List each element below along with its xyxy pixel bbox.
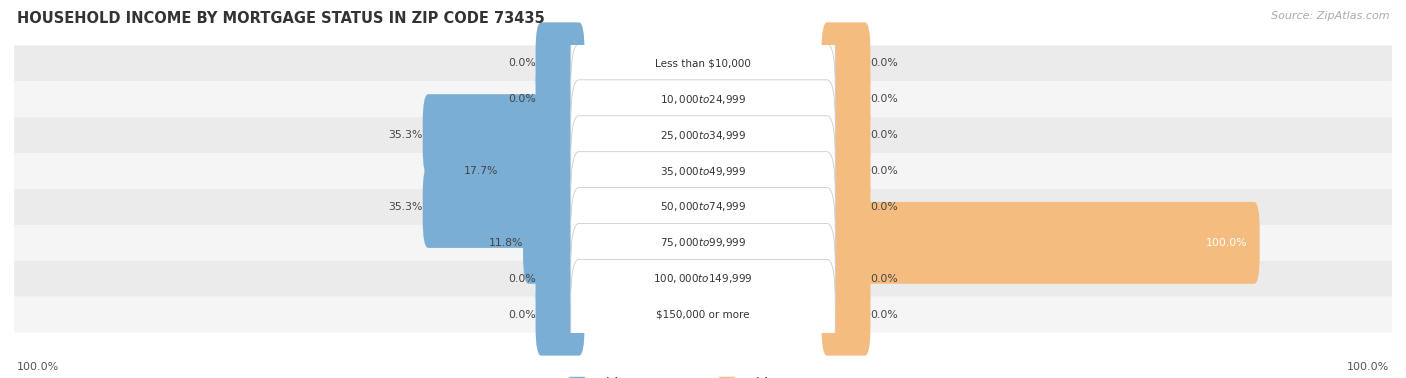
Text: $100,000 to $149,999: $100,000 to $149,999 — [654, 272, 752, 285]
Text: 0.0%: 0.0% — [870, 274, 898, 284]
FancyBboxPatch shape — [821, 94, 870, 176]
Text: 0.0%: 0.0% — [870, 310, 898, 320]
Text: 100.0%: 100.0% — [17, 362, 59, 372]
Text: $150,000 or more: $150,000 or more — [657, 310, 749, 320]
FancyBboxPatch shape — [571, 259, 835, 370]
Text: 0.0%: 0.0% — [508, 274, 536, 284]
Text: 0.0%: 0.0% — [870, 58, 898, 68]
Text: 0.0%: 0.0% — [508, 310, 536, 320]
Text: $25,000 to $34,999: $25,000 to $34,999 — [659, 129, 747, 142]
Text: 0.0%: 0.0% — [508, 94, 536, 104]
FancyBboxPatch shape — [423, 166, 585, 248]
FancyBboxPatch shape — [821, 202, 1260, 284]
Text: 0.0%: 0.0% — [870, 166, 898, 176]
Text: 35.3%: 35.3% — [388, 202, 423, 212]
Text: 100.0%: 100.0% — [1347, 362, 1389, 372]
FancyBboxPatch shape — [14, 117, 1392, 153]
FancyBboxPatch shape — [821, 58, 870, 140]
FancyBboxPatch shape — [536, 238, 585, 320]
FancyBboxPatch shape — [14, 297, 1392, 333]
Text: $75,000 to $99,999: $75,000 to $99,999 — [659, 236, 747, 249]
FancyBboxPatch shape — [821, 166, 870, 248]
FancyBboxPatch shape — [821, 274, 870, 356]
FancyBboxPatch shape — [423, 94, 585, 176]
FancyBboxPatch shape — [536, 58, 585, 140]
Text: 17.7%: 17.7% — [464, 166, 498, 176]
Text: 0.0%: 0.0% — [870, 202, 898, 212]
FancyBboxPatch shape — [571, 152, 835, 262]
Text: 0.0%: 0.0% — [508, 58, 536, 68]
Text: HOUSEHOLD INCOME BY MORTGAGE STATUS IN ZIP CODE 73435: HOUSEHOLD INCOME BY MORTGAGE STATUS IN Z… — [17, 11, 544, 26]
FancyBboxPatch shape — [498, 130, 585, 212]
FancyBboxPatch shape — [571, 116, 835, 226]
FancyBboxPatch shape — [14, 189, 1392, 225]
FancyBboxPatch shape — [821, 130, 870, 212]
FancyBboxPatch shape — [821, 238, 870, 320]
Text: 0.0%: 0.0% — [870, 130, 898, 140]
FancyBboxPatch shape — [571, 44, 835, 155]
FancyBboxPatch shape — [14, 81, 1392, 117]
FancyBboxPatch shape — [14, 261, 1392, 297]
Text: $35,000 to $49,999: $35,000 to $49,999 — [659, 164, 747, 178]
Text: 35.3%: 35.3% — [388, 130, 423, 140]
Text: $10,000 to $24,999: $10,000 to $24,999 — [659, 93, 747, 106]
FancyBboxPatch shape — [571, 223, 835, 334]
FancyBboxPatch shape — [14, 45, 1392, 81]
FancyBboxPatch shape — [571, 187, 835, 298]
FancyBboxPatch shape — [571, 8, 835, 119]
Text: 0.0%: 0.0% — [870, 94, 898, 104]
Text: 100.0%: 100.0% — [1205, 238, 1247, 248]
FancyBboxPatch shape — [571, 80, 835, 191]
Text: Less than $10,000: Less than $10,000 — [655, 58, 751, 68]
Legend: Without Mortgage, With Mortgage: Without Mortgage, With Mortgage — [569, 376, 837, 378]
FancyBboxPatch shape — [821, 22, 870, 104]
Text: Source: ZipAtlas.com: Source: ZipAtlas.com — [1271, 11, 1389, 21]
FancyBboxPatch shape — [536, 22, 585, 104]
Text: 11.8%: 11.8% — [489, 238, 523, 248]
FancyBboxPatch shape — [523, 202, 585, 284]
FancyBboxPatch shape — [14, 225, 1392, 261]
FancyBboxPatch shape — [536, 274, 585, 356]
FancyBboxPatch shape — [14, 153, 1392, 189]
Text: $50,000 to $74,999: $50,000 to $74,999 — [659, 200, 747, 214]
